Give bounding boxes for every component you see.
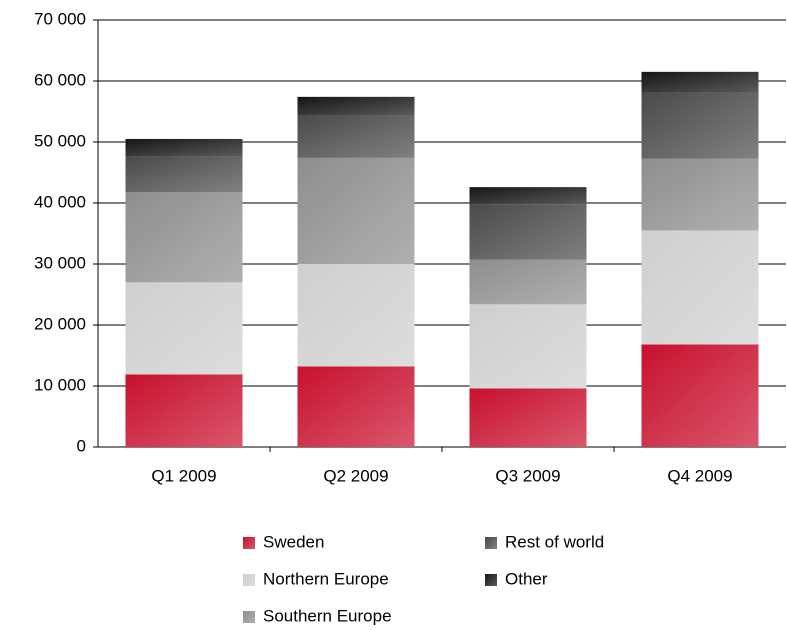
y-tick-label: 10 000	[34, 375, 86, 394]
bar-shade	[469, 259, 587, 305]
legend-label: Sweden	[263, 532, 324, 551]
legend-label: Southern Europe	[263, 606, 392, 625]
bar-shade	[469, 304, 587, 389]
legend-shade	[485, 537, 497, 549]
legend-shade	[243, 537, 255, 549]
y-tick-label: 60 000	[34, 70, 86, 89]
bar-shade	[297, 366, 415, 447]
bar-shade	[125, 138, 243, 157]
bar-shade	[641, 344, 759, 447]
legend-label: Other	[505, 569, 548, 588]
bar-shade	[297, 96, 415, 116]
y-tick-label: 30 000	[34, 253, 86, 272]
legend-shade	[243, 574, 255, 586]
legend-label: Rest of world	[505, 532, 604, 551]
legend-shade	[243, 611, 255, 623]
bar-shade	[641, 92, 759, 159]
bar-shade	[297, 157, 415, 264]
bar-shade	[641, 158, 759, 231]
y-tick-label: 0	[77, 436, 86, 455]
y-tick-label: 20 000	[34, 314, 86, 333]
x-tick-label: Q4 2009	[667, 466, 732, 485]
bar-shade	[469, 388, 587, 447]
bar-shade	[297, 264, 415, 367]
legend-shade	[485, 574, 497, 586]
y-tick-label: 40 000	[34, 192, 86, 211]
legend-label: Northern Europe	[263, 569, 389, 588]
bar-shade	[469, 204, 587, 260]
x-tick-label: Q1 2009	[151, 466, 216, 485]
bar-shade	[125, 156, 243, 193]
bar-shade	[641, 230, 759, 345]
bar-shade	[125, 374, 243, 447]
x-tick-label: Q2 2009	[323, 466, 388, 485]
y-tick-label: 70 000	[34, 9, 86, 28]
bar-shade	[125, 282, 243, 375]
y-tick-label: 50 000	[34, 131, 86, 150]
bar-shade	[641, 71, 759, 93]
bar-shade	[297, 115, 415, 158]
x-tick-label: Q3 2009	[495, 466, 560, 485]
bar-shade	[125, 192, 243, 283]
bar-shade	[469, 187, 587, 205]
